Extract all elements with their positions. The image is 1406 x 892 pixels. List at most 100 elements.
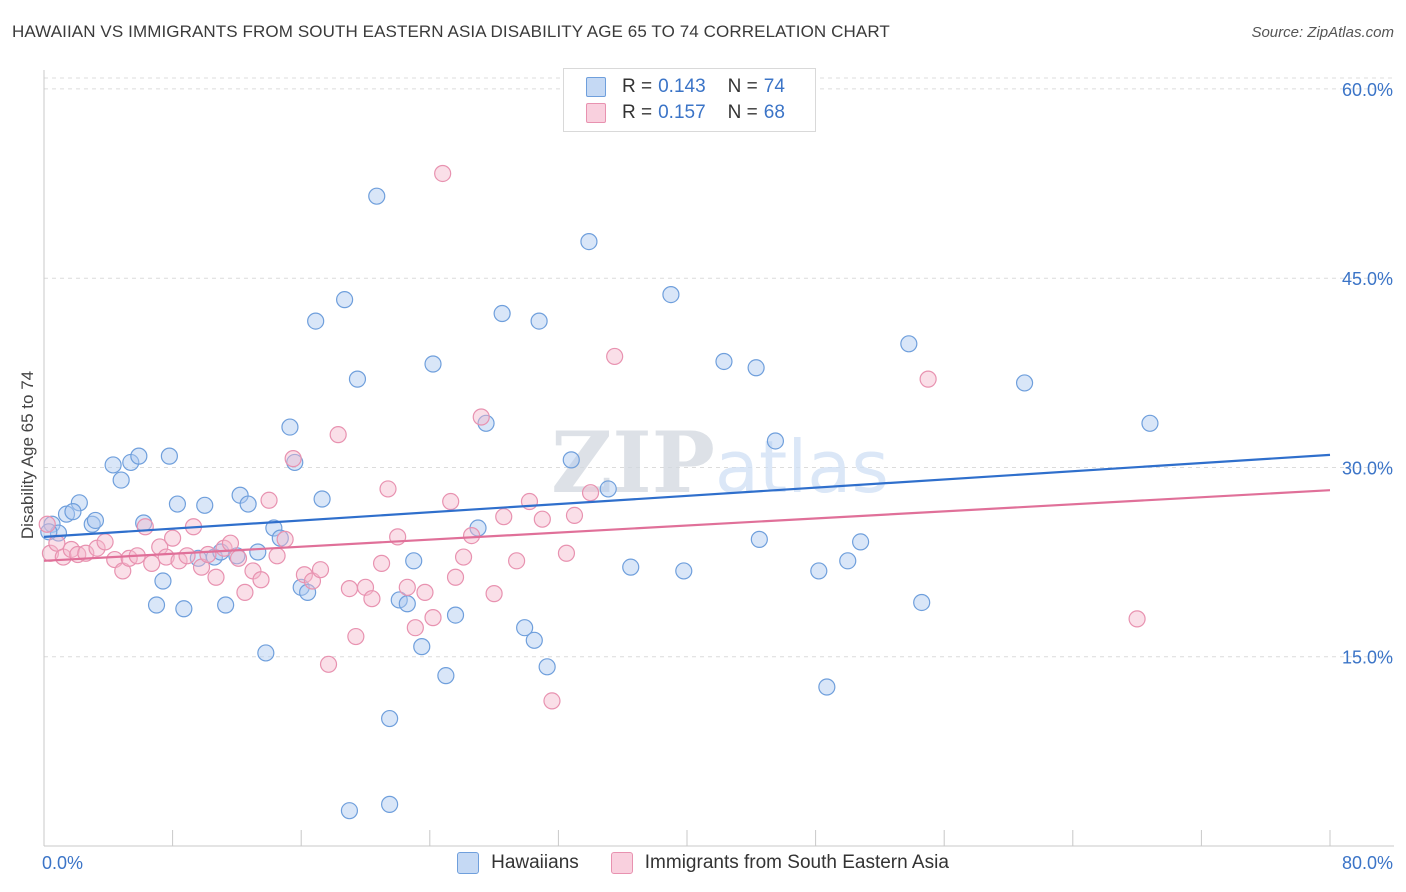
y-tick-label: 15.0% [1342, 648, 1393, 668]
legend-r-label: R = [622, 76, 653, 97]
data-point [581, 484, 600, 502]
data-point [160, 447, 178, 465]
data-point [348, 370, 367, 388]
trend-line-1 [43, 489, 1331, 562]
data-point [766, 432, 785, 450]
data-point [86, 511, 105, 530]
data-point [434, 164, 452, 183]
data-point [454, 548, 473, 566]
data-point [424, 609, 442, 627]
series-points-0 [40, 187, 1159, 820]
legend-n-value: 68 [763, 102, 785, 123]
data-point [164, 529, 182, 547]
data-point [363, 590, 381, 608]
data-point [347, 627, 365, 646]
data-points [38, 164, 1159, 820]
data-point [900, 335, 918, 353]
chart-title: HAWAIIAN VS IMMIGRANTS FROM SOUTH EASTER… [12, 22, 890, 41]
data-point [329, 426, 347, 444]
legend-n-label: N = [727, 102, 758, 123]
data-point [416, 583, 434, 601]
data-point [390, 591, 408, 609]
legend-r-label: R = [622, 102, 653, 123]
data-point [281, 418, 299, 436]
data-point [284, 450, 302, 468]
data-point [136, 518, 154, 536]
series-swatch-hawaiians [457, 852, 480, 874]
data-point [493, 304, 511, 323]
data-point [260, 491, 278, 509]
data-point [239, 495, 257, 513]
legend-r-value: 0.143 [658, 76, 706, 97]
trend-line-0 [43, 453, 1331, 538]
data-point [919, 370, 937, 388]
stats-legend: R = 0.143 N = 74 R = 0.157 N = 68 [563, 68, 816, 132]
data-point [662, 285, 680, 304]
series-legend-hawaiians[interactable]: Hawaiians [457, 852, 579, 874]
x-tick-label-end: 80.0% [1342, 853, 1393, 873]
data-point [372, 554, 391, 572]
data-point [112, 471, 130, 489]
series-swatch-immigrants [610, 852, 633, 874]
data-point [599, 480, 617, 498]
data-point [839, 552, 857, 570]
data-point [196, 496, 214, 514]
data-point [446, 606, 465, 624]
trend-lines [43, 453, 1331, 562]
tick-labels: 15.0% 30.0% 45.0% 60.0% 0.0% 80.0% [42, 80, 1393, 873]
data-point [405, 552, 423, 570]
data-point [130, 447, 148, 465]
data-point [424, 355, 442, 373]
legend-row-hawaiians: R = 0.143 N = 74 [586, 75, 785, 99]
series-legend: Hawaiians Immigrants from South Eastern … [0, 852, 1406, 874]
legend-n-value: 74 [763, 76, 785, 97]
data-point [168, 495, 187, 513]
data-point [379, 480, 397, 498]
data-point [437, 667, 455, 685]
data-point [276, 530, 294, 548]
legend-row-immigrants: R = 0.157 N = 68 [586, 101, 785, 125]
data-point [1015, 374, 1034, 392]
data-point [533, 510, 551, 528]
data-point [38, 515, 56, 533]
data-point [104, 456, 122, 474]
data-point [810, 562, 828, 580]
data-point [175, 600, 193, 618]
data-point [852, 533, 870, 551]
data-point [368, 187, 386, 205]
data-point [565, 506, 584, 525]
data-point [381, 709, 399, 728]
data-point [580, 233, 598, 251]
data-point [606, 347, 624, 366]
data-point [913, 593, 931, 612]
data-point [446, 568, 465, 586]
data-point [1141, 414, 1159, 432]
data-point [257, 644, 275, 662]
data-point [530, 312, 548, 330]
y-tick-label: 45.0% [1342, 269, 1393, 289]
series-legend-immigrants[interactable]: Immigrants from South Eastern Asia [610, 852, 949, 874]
data-point [340, 802, 359, 820]
data-point [398, 578, 416, 596]
data-point [268, 547, 286, 565]
data-point [236, 583, 254, 601]
data-point [398, 595, 416, 613]
y-axis-label: Disability Age 65 to 74 [18, 371, 37, 539]
data-point [442, 492, 460, 511]
data-point [221, 534, 240, 552]
source-label: Source: ZipAtlas.com [1251, 24, 1394, 41]
data-point [311, 561, 330, 579]
data-point [750, 530, 768, 548]
data-point [381, 795, 399, 813]
data-point [249, 543, 267, 561]
legend-r-value: 0.157 [658, 102, 706, 123]
legend-swatch-hawaiians [586, 77, 606, 97]
data-point [313, 490, 331, 508]
series-legend-label: Immigrants from South Eastern Asia [644, 852, 949, 873]
data-point [64, 503, 82, 521]
x-tick-label-start: 0.0% [42, 853, 83, 873]
data-point [336, 291, 354, 309]
data-point [70, 494, 88, 512]
data-point [508, 552, 526, 570]
data-point [715, 352, 733, 371]
